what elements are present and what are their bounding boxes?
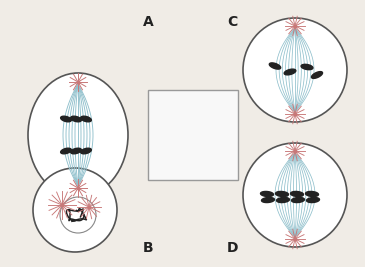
Circle shape	[243, 143, 347, 247]
Text: D: D	[226, 241, 238, 255]
Polygon shape	[284, 69, 296, 75]
Polygon shape	[81, 116, 91, 122]
Circle shape	[33, 168, 117, 252]
Polygon shape	[301, 64, 313, 70]
Polygon shape	[306, 191, 319, 197]
Polygon shape	[276, 191, 288, 197]
Circle shape	[243, 18, 347, 122]
Polygon shape	[311, 72, 323, 78]
Polygon shape	[61, 148, 71, 154]
Polygon shape	[262, 198, 274, 203]
Polygon shape	[261, 191, 273, 197]
Polygon shape	[81, 148, 91, 154]
Text: B: B	[143, 241, 153, 255]
Polygon shape	[71, 116, 81, 122]
Text: C: C	[227, 15, 237, 29]
Ellipse shape	[28, 73, 128, 197]
Text: A: A	[143, 15, 153, 29]
Bar	[148, 90, 238, 180]
Polygon shape	[61, 116, 71, 122]
Polygon shape	[269, 63, 281, 69]
Polygon shape	[307, 198, 319, 203]
Polygon shape	[71, 148, 81, 154]
Polygon shape	[277, 198, 289, 203]
Polygon shape	[291, 191, 303, 197]
Polygon shape	[292, 198, 304, 203]
